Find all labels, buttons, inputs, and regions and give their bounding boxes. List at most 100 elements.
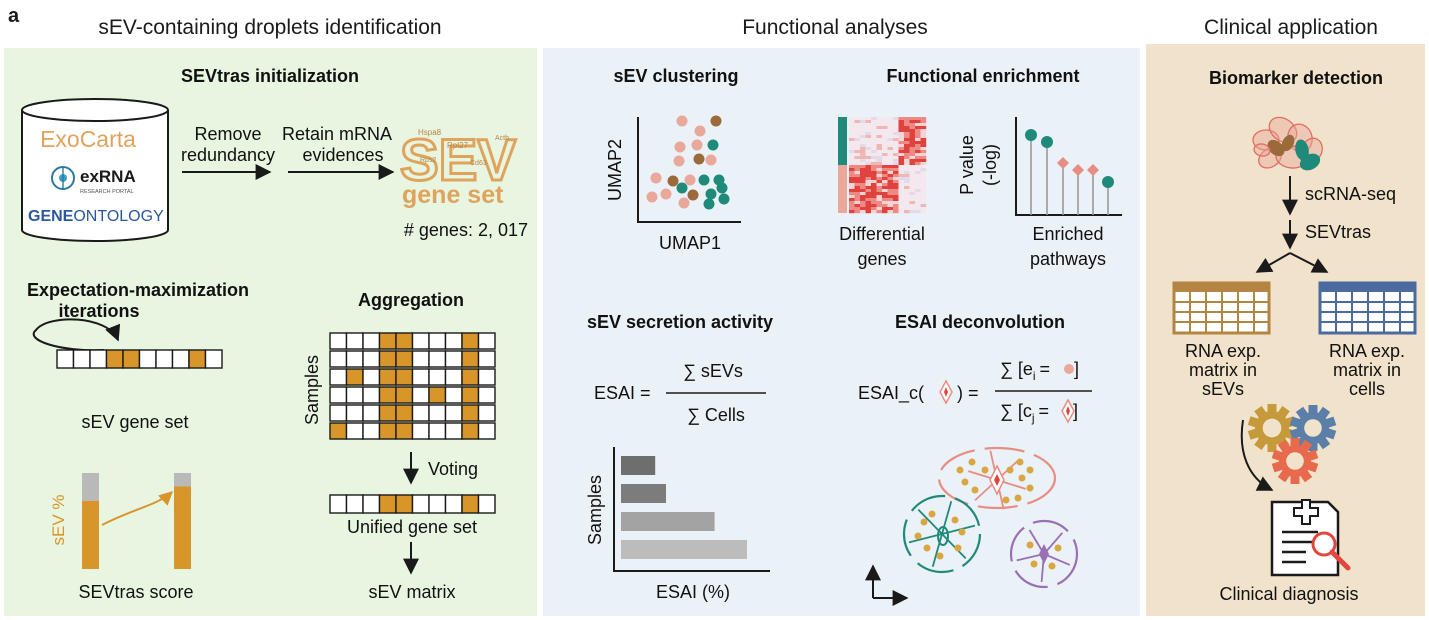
heatmap-cell — [849, 117, 855, 121]
heatmap-cell — [882, 192, 888, 196]
heatmap-cell — [871, 129, 877, 133]
deconv-denominator: ∑ [cj =] — [1000, 401, 1078, 425]
heatmap-cell — [920, 183, 927, 187]
heatmap-cell — [893, 189, 899, 193]
heatmap-cell — [898, 210, 905, 214]
heatmap-cell — [909, 165, 916, 169]
score-bar-sev-fraction — [174, 486, 191, 569]
heatmap-cell — [920, 159, 927, 163]
em-gene-cell — [155, 349, 174, 369]
lollipop-head-circle — [1025, 129, 1037, 141]
heatmap-cell — [871, 192, 877, 196]
wordcloud-word-5: Actb — [495, 135, 509, 142]
pvalue-label-line1: P value — [957, 135, 977, 195]
umap-point — [678, 197, 690, 209]
heatmap-cell — [887, 201, 894, 205]
heatmap-cell — [876, 192, 883, 196]
heatmap-cell — [854, 195, 861, 199]
heatmap-cell — [915, 153, 921, 157]
heatmap-cell — [893, 153, 899, 157]
umap-point — [667, 175, 679, 187]
heatmap-cell — [865, 138, 872, 142]
heatmap-cell — [871, 144, 877, 148]
heatmap-cell — [854, 138, 861, 142]
heatmap-cell — [871, 183, 877, 187]
heatmap-cell — [854, 162, 861, 166]
heatmap-cell — [854, 144, 861, 148]
sev-matrix-line3: sEVs — [1202, 379, 1244, 399]
heatmap-cell — [865, 120, 872, 124]
salmon-cell-sev — [968, 458, 976, 466]
exocarta-logo-text: ExoCarta — [40, 126, 136, 152]
heatmap-cell — [871, 168, 877, 172]
umap1-label: UMAP1 — [659, 233, 721, 253]
heatmap-cell — [887, 183, 894, 187]
gear-gold-tooth — [1267, 442, 1277, 452]
heatmap-cell — [920, 177, 927, 181]
heatmap-cell — [860, 207, 866, 211]
heatmap-cell — [904, 135, 910, 139]
heatmap-cell — [876, 117, 883, 121]
heatmap-cell — [915, 132, 921, 136]
heatmap-cell — [882, 150, 888, 154]
heatmap-cell — [882, 207, 888, 211]
heatmap-cell — [854, 210, 861, 214]
deconv-lhs-b: ) = — [957, 383, 979, 403]
heatmap-cell — [882, 165, 888, 169]
heatmap-cell — [871, 180, 877, 184]
heatmap-cell — [898, 174, 905, 178]
aggregation-cell — [428, 332, 447, 350]
unified-gene-cell — [477, 494, 496, 514]
heatmap-cell — [920, 141, 927, 145]
aggregation-cell — [395, 368, 414, 386]
heatmap-cell — [898, 123, 905, 127]
aggregation-cell — [428, 386, 447, 404]
heatmap-cell — [871, 147, 877, 151]
aggregation-cell — [329, 404, 348, 422]
heatmap-cell — [915, 138, 921, 142]
heatmap-cell — [865, 150, 872, 154]
heatmap-cell — [871, 204, 877, 208]
heatmap-cell — [882, 120, 888, 124]
heatmap-cell — [898, 192, 905, 196]
heatmap-cell — [854, 168, 861, 172]
heatmap-cell — [849, 186, 855, 190]
heatmap-cell — [904, 168, 910, 172]
heatmap-cell — [882, 201, 888, 205]
heatmap-cell — [882, 156, 888, 160]
heatmap-cell — [871, 174, 877, 178]
heatmap-cell — [898, 132, 905, 136]
heatmap-cell — [849, 174, 855, 178]
heatmap-cell — [898, 117, 905, 121]
heatmap-cell — [893, 123, 899, 127]
heatmap-cell — [854, 156, 861, 160]
heatmap-cell — [849, 156, 855, 160]
heatmap-cell — [887, 120, 894, 124]
aggregation-cell — [444, 404, 463, 422]
heatmap-cell — [854, 147, 861, 151]
heatmap-cell — [898, 138, 905, 142]
heatmap-cell — [898, 150, 905, 154]
aggregation-cell — [477, 386, 496, 404]
heatmap-cell — [871, 117, 877, 121]
heatmap-cell — [920, 165, 927, 169]
cell-matrix-line2: matrix in — [1333, 360, 1401, 380]
heatmap-cell — [860, 123, 866, 127]
heatmap-cell — [893, 120, 899, 124]
heatmap-cell — [882, 174, 888, 178]
heatmap-cell — [893, 156, 899, 160]
enriched-label-line1: Enriched — [1032, 224, 1103, 244]
aggregation-cell — [362, 350, 381, 368]
aggregation-cell — [345, 368, 364, 386]
umap-point — [650, 172, 662, 184]
heatmap-cell — [876, 153, 883, 157]
unified-gene-cell — [362, 494, 381, 514]
heatmap-cell — [871, 165, 877, 169]
heatmap-cell — [904, 198, 910, 202]
heatmap-cell — [871, 156, 877, 160]
score-bar-sev-fraction — [82, 500, 99, 569]
heatmap-cell — [865, 123, 872, 127]
heatmap-cell — [854, 132, 861, 136]
teal-cell-sev — [951, 516, 959, 524]
heatmap-cell — [904, 210, 910, 214]
